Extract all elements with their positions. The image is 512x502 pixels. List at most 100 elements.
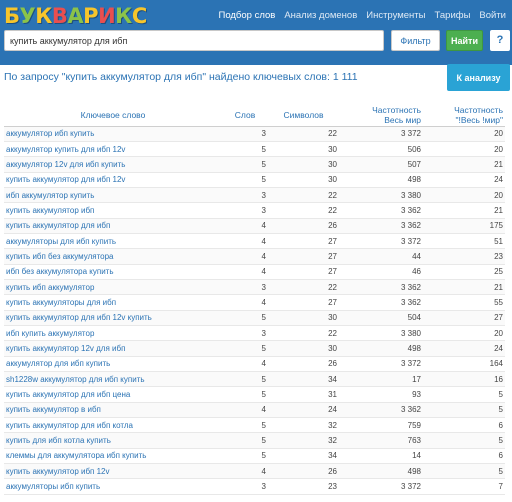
- table-row: купить аккумуляторы для ибп 4 27 3 362 55: [4, 294, 505, 311]
- keyword-cell[interactable]: купить аккумулятор ибп: [4, 202, 222, 219]
- logo-letter: В: [51, 4, 68, 28]
- frequency-cell: 3 372: [339, 356, 423, 373]
- table-row: аккумулятор 12v для ибп купить 5 30 507 21: [4, 156, 505, 173]
- logo-letter: К: [35, 4, 52, 28]
- frequency-cell: 3 380: [339, 187, 423, 204]
- table-row: купить аккумулятор ибп 12v 4 26 498 5: [4, 463, 505, 480]
- keyword-cell[interactable]: аккумулятор 12v для ибп купить: [4, 156, 222, 173]
- exact-frequency-cell: 20: [423, 126, 505, 142]
- words-cell: 4: [222, 218, 268, 234]
- keyword-cell[interactable]: ибп без аккумулятора купить: [4, 264, 222, 280]
- keyword-cell[interactable]: аккумулятор ибп купить: [4, 126, 222, 142]
- table-row: купить ибп без аккумулятора 4 27 44 23: [4, 248, 505, 265]
- table-row: купить аккумулятор для ибп котла 5 32 759 6: [4, 417, 505, 434]
- keyword-cell[interactable]: sh1228w аккумулятор для ибп купить: [4, 371, 222, 388]
- frequency-cell: 14: [339, 448, 423, 465]
- help-button[interactable]: ?: [490, 30, 510, 51]
- keyword-cell[interactable]: аккумуляторы для ибп купить: [4, 233, 222, 250]
- keyword-cell[interactable]: купить аккумулятор для ибп 12v купить: [4, 310, 222, 326]
- exact-frequency-cell: 5: [423, 463, 505, 480]
- keyword-cell[interactable]: купить аккумулятор для ибп цена: [4, 386, 222, 403]
- words-cell: 4: [222, 264, 268, 280]
- table-row: купить аккумулятор ибп 3 22 3 362 21: [4, 202, 505, 219]
- keyword-cell[interactable]: ибп купить аккумулятор: [4, 325, 222, 342]
- words-cell: 5: [222, 417, 268, 434]
- table-row: аккумулятор для ибп купить 4 26 3 372 164: [4, 356, 505, 373]
- keyword-cell[interactable]: купить аккумулятор для ибп: [4, 218, 222, 234]
- exact-frequency-cell: 5: [423, 432, 505, 449]
- words-cell: 3: [222, 202, 268, 219]
- table-row: ибп аккумулятор купить 3 22 3 380 20: [4, 187, 505, 204]
- table-row: купить аккумулятор для ибп 4 26 3 362 175: [4, 218, 505, 234]
- chars-cell: 26: [268, 356, 339, 373]
- words-cell: 5: [222, 310, 268, 326]
- logo-letter: У: [19, 4, 36, 28]
- logo-letter: И: [98, 4, 116, 28]
- exact-frequency-cell: 23: [423, 248, 505, 265]
- chars-cell: 27: [268, 233, 339, 250]
- keyword-cell[interactable]: купить аккумулятор для ибп 12v: [4, 172, 222, 188]
- column-header-keyword[interactable]: Ключевое слово: [4, 104, 222, 127]
- table-row: купить аккумулятор для ибп цена 5 31 93 5: [4, 386, 505, 403]
- nav-item-tools[interactable]: Инструменты: [366, 10, 426, 21]
- analyze-button[interactable]: К анализу: [447, 64, 510, 91]
- keyword-cell[interactable]: клеммы для аккумулятора ибп купить: [4, 448, 222, 465]
- keyword-cell[interactable]: аккумулятор для ибп купить: [4, 356, 222, 373]
- frequency-cell: 3 362: [339, 218, 423, 234]
- column-header-words[interactable]: Слов: [222, 104, 268, 127]
- exact-frequency-cell: 20: [423, 141, 505, 158]
- exact-frequency-cell: 7: [423, 478, 505, 495]
- keyword-cell[interactable]: купить аккумулятор 12v для ибп: [4, 340, 222, 357]
- logo[interactable]: БУКВАРИКС: [4, 2, 147, 30]
- words-cell: 4: [222, 463, 268, 480]
- chars-cell: 32: [268, 432, 339, 449]
- keyword-cell[interactable]: купить аккумулятор ибп 12v: [4, 463, 222, 480]
- table-row: аккумулятор купить для ибп 12v 5 30 506 20: [4, 141, 505, 158]
- keyword-cell[interactable]: аккумуляторы ибп купить: [4, 478, 222, 495]
- chars-cell: 32: [268, 417, 339, 434]
- frequency-cell: 498: [339, 172, 423, 188]
- frequency-cell: 763: [339, 432, 423, 449]
- exact-frequency-cell: 21: [423, 202, 505, 219]
- column-header-frequency[interactable]: Частотность Весь мир: [339, 104, 423, 127]
- column-header-chars[interactable]: Символов: [268, 104, 339, 127]
- frequency-cell: 498: [339, 340, 423, 357]
- table-row: купить ибп аккумулятор 3 22 3 362 21: [4, 279, 505, 296]
- keyword-cell[interactable]: купить аккумулятор для ибп котла: [4, 417, 222, 434]
- frequency-cell: 93: [339, 386, 423, 403]
- chars-cell: 22: [268, 187, 339, 204]
- chars-cell: 27: [268, 248, 339, 265]
- frequency-cell: 3 372: [339, 478, 423, 495]
- exact-frequency-cell: 27: [423, 310, 505, 326]
- chars-cell: 27: [268, 294, 339, 311]
- logo-letter: Р: [83, 4, 99, 28]
- frequency-cell: 504: [339, 310, 423, 326]
- words-cell: 4: [222, 248, 268, 265]
- words-cell: 4: [222, 294, 268, 311]
- exact-frequency-cell: 24: [423, 172, 505, 188]
- filter-button[interactable]: Фильтр: [391, 30, 440, 51]
- top-bar: БУКВАРИКС Подбор слов Анализ доменов Инс…: [0, 0, 512, 65]
- keyword-cell[interactable]: аккумулятор купить для ибп 12v: [4, 141, 222, 158]
- table-row: аккумулятор ибп купить 3 22 3 372 20: [4, 126, 505, 142]
- keyword-cell[interactable]: купить аккумуляторы для ибп: [4, 294, 222, 311]
- nav-item-login[interactable]: Войти: [479, 10, 506, 21]
- table-header-row: Ключевое слово Слов Символов Частотность…: [4, 104, 505, 127]
- exact-frequency-cell: 21: [423, 279, 505, 296]
- exact-frequency-cell: 55: [423, 294, 505, 311]
- chars-cell: 34: [268, 448, 339, 465]
- column-header-exact-frequency[interactable]: Частотность "!Весь !мир": [423, 104, 505, 127]
- keyword-cell[interactable]: купить ибп аккумулятор: [4, 279, 222, 296]
- table-row: клеммы для аккумулятора ибп купить 5 34 14 6: [4, 448, 505, 465]
- nav-item-keyword-selection[interactable]: Подбор слов: [218, 10, 276, 21]
- keyword-cell[interactable]: ибп аккумулятор купить: [4, 187, 222, 204]
- keyword-cell[interactable]: купить для ибп котла купить: [4, 432, 222, 449]
- frequency-cell: 3 362: [339, 294, 423, 311]
- nav-item-domain-analysis[interactable]: Анализ доменов: [284, 10, 358, 21]
- exact-frequency-cell: 5: [423, 386, 505, 403]
- search-input[interactable]: [4, 30, 384, 51]
- nav-item-pricing[interactable]: Тарифы: [434, 10, 471, 21]
- keyword-cell[interactable]: купить аккумулятор в ибп: [4, 402, 222, 419]
- find-button[interactable]: Найти: [446, 30, 483, 51]
- keyword-cell[interactable]: купить ибп без аккумулятора: [4, 248, 222, 265]
